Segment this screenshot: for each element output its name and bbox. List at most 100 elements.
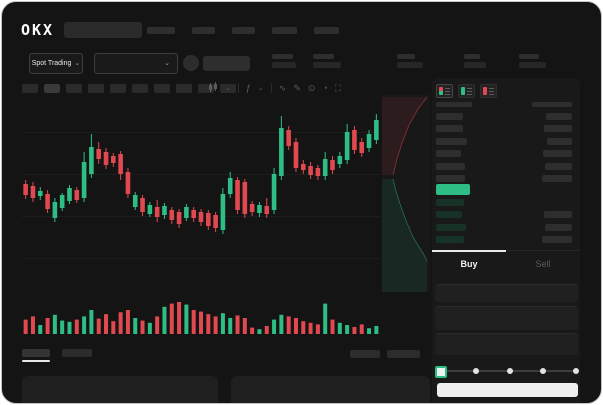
bid-price-bar (436, 236, 464, 244)
timeframe-button[interactable] (44, 84, 60, 93)
nav-item[interactable] (192, 27, 215, 34)
nav-item[interactable] (232, 27, 255, 34)
ask-amount-bar (545, 162, 572, 170)
book-bids-only-icon[interactable] (458, 84, 475, 98)
bid-price-bar (436, 223, 466, 231)
top-nav (147, 27, 339, 34)
nav-item[interactable] (147, 27, 175, 34)
chevron-down-icon[interactable]: ⌄ (225, 84, 231, 92)
tab-buy[interactable]: Buy (460, 259, 478, 269)
slider-stop[interactable] (473, 368, 480, 374)
market-type-button[interactable]: Spot Trading ⌄ (29, 53, 83, 74)
toolbar-separator (237, 83, 239, 93)
orderbook-ask-row[interactable] (436, 162, 572, 170)
timeframe-button[interactable] (132, 84, 148, 93)
candle-style-icon[interactable] (208, 81, 218, 95)
timeframe-button[interactable] (110, 84, 126, 93)
orderbook-bid-row[interactable] (436, 199, 572, 206)
orders-panel-left (22, 376, 218, 403)
history-icon[interactable]: ◔ (322, 82, 328, 93)
chart-tools: ⌄ ƒ ⌄ ∿ ✎ ⊙ ◔ ⛶ (208, 81, 341, 95)
ask-amount-bar (542, 174, 572, 182)
orderbook-asks (436, 113, 572, 187)
orderbook-bid-row[interactable] (436, 236, 572, 244)
orderbook-ask-row[interactable] (436, 113, 572, 120)
chart-view-button[interactable] (387, 350, 420, 358)
bid-price-bar (436, 211, 462, 219)
amount-field[interactable] (435, 306, 578, 330)
nav-item[interactable] (272, 27, 297, 34)
ask-price-bar (436, 125, 463, 133)
timeframe-button[interactable] (88, 84, 104, 93)
slider-handle[interactable] (435, 366, 447, 378)
ask-price-bar (436, 150, 461, 158)
ask-amount-bar (544, 125, 572, 133)
chart-view-button[interactable] (350, 350, 380, 358)
orderbook-ask-row[interactable] (436, 137, 572, 145)
bid-amount-bar (545, 223, 572, 231)
orderbook-ask-row[interactable] (436, 150, 572, 158)
pair-select[interactable]: ⌄ (94, 53, 178, 74)
timeframe-button[interactable] (176, 84, 192, 93)
total-field[interactable] (435, 333, 578, 355)
orderbook-headers (436, 102, 572, 107)
chevron-down-icon[interactable]: ⌄ (257, 84, 264, 92)
book-asks-only-icon[interactable] (480, 84, 497, 98)
buy-button[interactable] (437, 383, 578, 397)
amount-column-header (532, 102, 572, 107)
chevron-down-icon: ⌄ (74, 60, 81, 67)
stat-label (272, 54, 293, 59)
ask-price-bar (436, 113, 463, 120)
nav-item[interactable] (314, 27, 339, 34)
ticker-stat (313, 54, 341, 68)
orderbook-view-toggles (436, 84, 497, 98)
buy-tab-indicator (432, 250, 506, 252)
timeframe-button[interactable] (198, 84, 214, 93)
timeframe-button[interactable] (66, 84, 82, 93)
ask-price-bar (436, 137, 467, 145)
chart-footer-tab[interactable] (62, 349, 92, 357)
book-combined-icon[interactable] (436, 84, 453, 98)
trade-tabs: Buy Sell (432, 250, 580, 275)
amount-slider[interactable] (435, 363, 579, 379)
last-price-bar[interactable] (436, 184, 470, 195)
stat-label (313, 54, 334, 59)
slider-stop[interactable] (539, 368, 546, 374)
bid-amount-bar (542, 236, 572, 244)
pair-name-placeholder (203, 56, 250, 71)
bid-price-bar (436, 199, 464, 206)
ask-amount-bar (543, 150, 572, 158)
indicators-icon[interactable]: ƒ (245, 82, 251, 93)
stat-value (313, 62, 341, 68)
coin-icon (183, 55, 199, 71)
orderbook-ask-row[interactable] (436, 174, 572, 182)
depth-chart[interactable] (382, 95, 430, 292)
candlestick-chart[interactable] (22, 102, 380, 292)
ticker-stat (519, 54, 546, 68)
orderbook-bid-row[interactable] (436, 211, 572, 219)
timeframe-button[interactable] (22, 84, 38, 93)
fullscreen-icon[interactable]: ⛶ (334, 82, 342, 93)
price-field[interactable] (435, 284, 578, 302)
stat-label (464, 54, 480, 59)
search-input[interactable] (64, 22, 142, 38)
toolbar-separator (270, 83, 272, 93)
line-tool-icon[interactable]: ∿ (278, 82, 287, 93)
stat-value (519, 62, 546, 68)
depth-chart-panel (382, 95, 430, 292)
screenshot-icon[interactable]: ⊙ (307, 82, 316, 93)
timeframe-button[interactable] (154, 84, 170, 93)
orderbook-bids (436, 199, 572, 249)
timeframe-button[interactable] (220, 84, 236, 93)
tab-sell[interactable]: Sell (535, 259, 551, 269)
ask-price-bar (436, 162, 465, 170)
chart-footer-tab-active[interactable] (22, 349, 50, 357)
orders-panel-right (231, 376, 430, 403)
orderbook-ask-row[interactable] (436, 125, 572, 133)
ticker-stat (272, 54, 296, 68)
slider-stop[interactable] (506, 368, 513, 374)
slider-stop[interactable] (573, 368, 579, 374)
draw-tool-icon[interactable]: ✎ (293, 82, 301, 93)
orderbook-bid-row[interactable] (436, 223, 572, 231)
